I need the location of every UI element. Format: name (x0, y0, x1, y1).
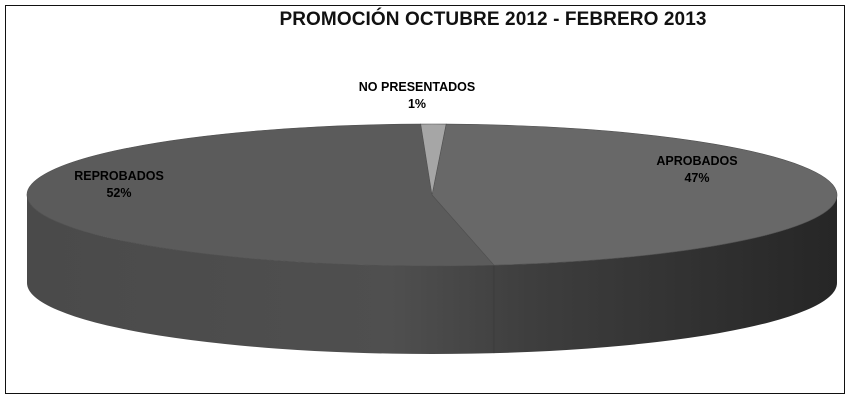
slice-label-aprobados: APROBADOS (656, 154, 737, 168)
pie-slice-no-presentados (420, 123, 447, 196)
pie-slice-reprobados (26, 123, 495, 267)
pie-side-wall (27, 195, 837, 354)
pie-top-group (26, 123, 838, 267)
slice-label-reprobados: REPROBADOS (74, 169, 164, 183)
slice-value-no-presentados: 1% (408, 97, 426, 111)
slice-label-no-presentados: NO PRESENTADOS (359, 80, 475, 94)
pie-labels-group: APROBADOS 47% REPROBADOS 52% NO PRESENTADOS 1… (74, 80, 737, 200)
chart-title: PROMOCIÓN OCTUBRE 2012 - FEBRERO 2013 (279, 9, 707, 30)
slice-value-reprobados: 52% (106, 186, 131, 200)
pie-slice-aprobados (431, 123, 838, 266)
slice-value-aprobados: 47% (684, 171, 709, 185)
pie-side-group (27, 195, 837, 354)
